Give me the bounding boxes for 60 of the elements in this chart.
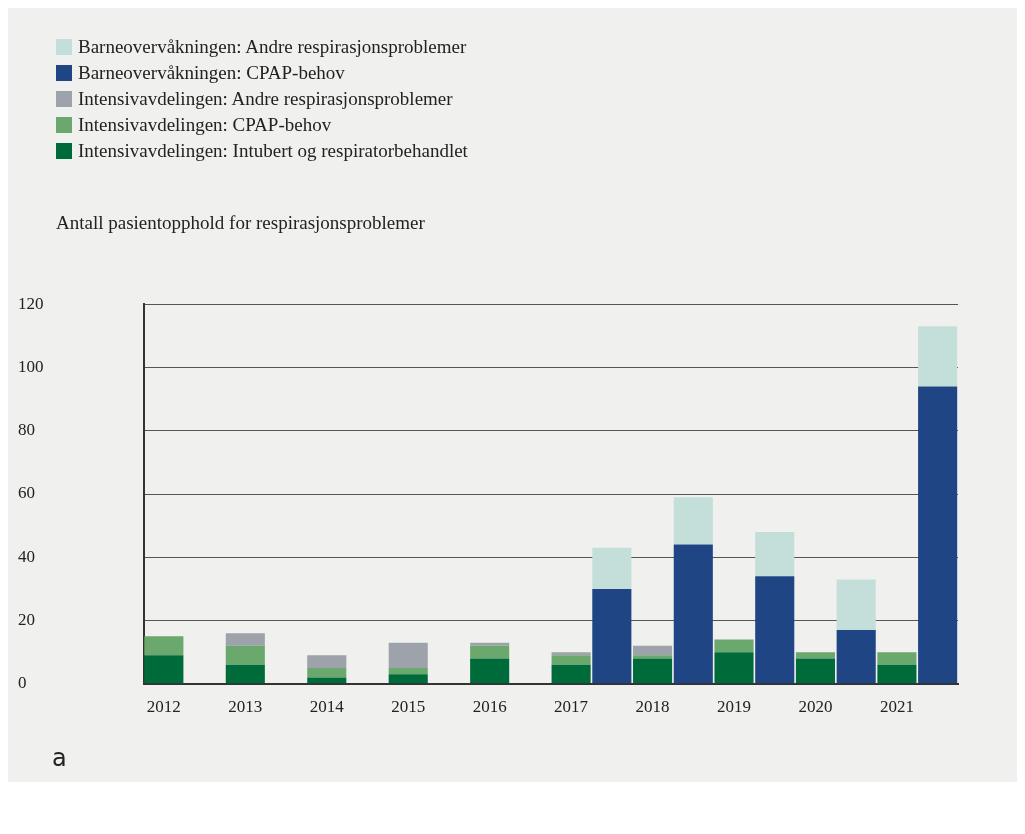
- text: a: [51, 744, 68, 772]
- bar: [470, 658, 510, 684]
- bar: [633, 645, 673, 656]
- x-tick-label: 2021: [879, 697, 914, 717]
- bar: [388, 667, 428, 675]
- y-tick-label: 0: [18, 673, 27, 693]
- bar: [633, 655, 673, 659]
- bar: [470, 642, 510, 646]
- x-tick-label: 2017: [554, 697, 589, 717]
- bar: [470, 645, 510, 659]
- bar: [225, 664, 265, 684]
- y-axis-title: Antall pasientopphold for respirasjonsproblemer: [55, 212, 426, 234]
- bar: [592, 588, 632, 684]
- bar: [795, 658, 836, 684]
- bar: [836, 630, 876, 684]
- x-tick-label: 2018: [635, 697, 670, 717]
- y-tick-label: 100: [18, 356, 44, 376]
- bar: [877, 664, 917, 684]
- legend-label: Barneovervåkningen: CPAP-behov: [78, 62, 345, 84]
- bar: [633, 658, 673, 684]
- x-tick-label: 2014: [309, 697, 345, 717]
- bar: [551, 655, 591, 665]
- bar: [592, 547, 632, 589]
- y-tick-label: 120: [18, 293, 44, 313]
- legend-label: Intensivavdelingen: Intubert og respiratorbehandlet: [78, 140, 468, 162]
- y-tick-label: 60: [18, 483, 35, 503]
- bar: [918, 386, 958, 684]
- bar: [673, 497, 713, 545]
- bar: [225, 645, 265, 665]
- bar: [307, 655, 347, 668]
- bar: [307, 667, 347, 678]
- legend-label: Intensivavdelingen: CPAP-behov: [78, 114, 332, 136]
- bar: [307, 677, 347, 684]
- bar: [714, 652, 754, 684]
- bar: [225, 633, 265, 646]
- bar: [551, 664, 591, 684]
- x-tick-label: 2019: [717, 697, 752, 717]
- x-tick-label: 2013: [228, 697, 263, 717]
- legend-label: Intensivavdelingen: Andre respirasjonsproblemer: [78, 88, 453, 110]
- bar: [795, 652, 836, 659]
- bar: [388, 674, 428, 684]
- bar: [144, 636, 184, 656]
- y-tick-label: 20: [18, 610, 35, 629]
- bar: [877, 652, 917, 665]
- bar: [918, 326, 958, 387]
- y-tick-label: 40: [18, 546, 35, 566]
- y-tick-label: 80: [18, 420, 35, 440]
- legend-label: Barneovervåkningen: Andre respirasjonsproblemer: [78, 36, 467, 58]
- x-tick-label: 2016: [472, 697, 507, 717]
- bar: [755, 531, 795, 577]
- bar: [755, 576, 795, 684]
- bar: [388, 642, 428, 668]
- bar: [673, 544, 713, 684]
- bar: [714, 639, 754, 653]
- x-tick-label: 2015: [391, 697, 426, 717]
- x-tick-label: 2012: [146, 697, 181, 717]
- x-tick-label: 2020: [798, 697, 833, 717]
- bar: [551, 652, 591, 656]
- bar: [836, 579, 876, 631]
- bar: [144, 655, 184, 684]
